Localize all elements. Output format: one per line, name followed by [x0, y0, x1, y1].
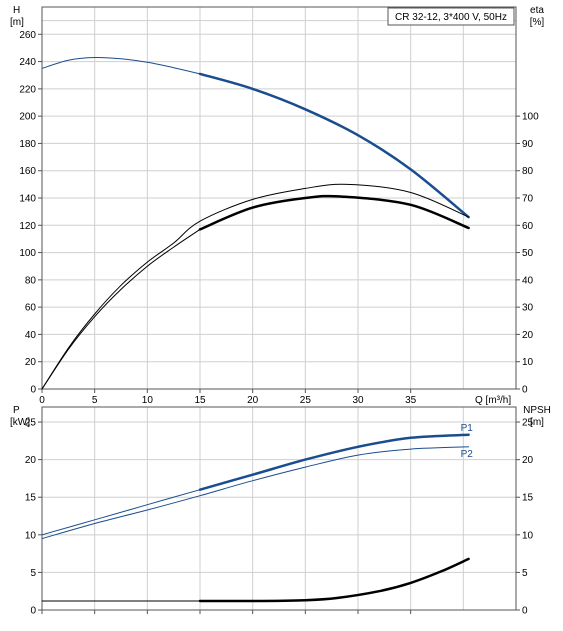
right-tick-label: 50	[522, 248, 534, 259]
right-axis-unit: [m]	[530, 417, 544, 428]
x-tick-label: 10	[142, 395, 154, 406]
chart-title-box	[387, 7, 515, 26]
left-axis-label: P	[13, 405, 20, 416]
series-line	[198, 557, 470, 603]
plot-area	[42, 407, 516, 610]
right-tick-label: 15	[522, 493, 534, 504]
left-tick-label: 120	[19, 221, 36, 232]
right-axis-label: NPSH	[523, 405, 551, 416]
series-line	[198, 433, 470, 491]
right-tick-label: 10	[522, 357, 534, 368]
series-line	[198, 194, 470, 231]
series-line	[41, 183, 470, 390]
right-tick-label: 80	[522, 166, 534, 177]
right-tick-label: 25	[522, 418, 534, 429]
left-tick-label: 160	[19, 166, 36, 177]
right-tick-label: 0	[522, 385, 528, 396]
x-tick-label: 15	[194, 395, 206, 406]
right-tick-label: 40	[522, 275, 534, 286]
left-tick-label: 100	[19, 248, 36, 259]
series-label: P2	[461, 449, 474, 460]
left-axis-unit: [kW]	[10, 417, 30, 428]
left-tick-label: 60	[25, 303, 37, 314]
right-tick-label: 100	[522, 112, 539, 123]
series-line	[41, 228, 201, 390]
left-tick-label: 0	[30, 385, 36, 396]
right-tick-label: 5	[522, 568, 528, 579]
chart-title: CR 32-12, 3*400 V, 50Hz	[395, 12, 507, 23]
left-tick-label: 40	[25, 330, 37, 341]
x-tick-label: 0	[39, 395, 45, 406]
left-tick-label: 15	[25, 493, 37, 504]
left-tick-label: 260	[19, 30, 36, 41]
right-axis-label: eta	[530, 5, 544, 16]
left-tick-label: 5	[30, 568, 36, 579]
x-tick-label: 35	[405, 395, 417, 406]
left-tick-label: 140	[19, 194, 36, 205]
left-tick-label: 10	[25, 530, 37, 541]
right-tick-label: 20	[522, 330, 534, 341]
left-tick-label: 0	[30, 606, 36, 617]
right-tick-label: 10	[522, 530, 534, 541]
series-line	[41, 56, 201, 75]
x-tick-label: 30	[352, 395, 364, 406]
head-efficiency-panel: 0204060801001201401601802002202402600102…	[10, 5, 544, 406]
left-tick-label: 240	[19, 57, 36, 68]
series-line	[41, 489, 201, 536]
left-tick-label: 20	[25, 455, 37, 466]
series-line	[198, 72, 470, 219]
left-tick-label: 80	[25, 275, 37, 286]
right-axis-unit: [%]	[530, 17, 545, 28]
x-tick-label: 5	[92, 395, 98, 406]
right-tick-label: 30	[522, 303, 534, 314]
left-tick-label: 25	[25, 418, 37, 429]
series-label: P1	[461, 423, 474, 434]
left-tick-label: 220	[19, 84, 36, 95]
right-tick-label: 70	[522, 194, 534, 205]
left-axis-label: H	[13, 5, 20, 16]
right-tick-label: 60	[522, 221, 534, 232]
left-tick-label: 20	[25, 357, 37, 368]
right-tick-label: 90	[522, 139, 534, 150]
right-tick-label: 0	[522, 606, 528, 617]
right-tick-label: 20	[522, 455, 534, 466]
left-tick-label: 200	[19, 112, 36, 123]
left-axis-unit: [m]	[10, 17, 24, 28]
series-line	[41, 446, 470, 540]
x-tick-label: 25	[300, 395, 312, 406]
plot-frame	[41, 406, 517, 611]
left-tick-label: 180	[19, 139, 36, 150]
x-tick-label: 20	[247, 395, 259, 406]
x-axis-label: Q [m³/h]	[475, 395, 511, 406]
power-npsh-panel: 0 5 10 15 20 25 0 5 10 15 20 25 P[kW] NPSH[m] P1 P2	[10, 405, 551, 617]
